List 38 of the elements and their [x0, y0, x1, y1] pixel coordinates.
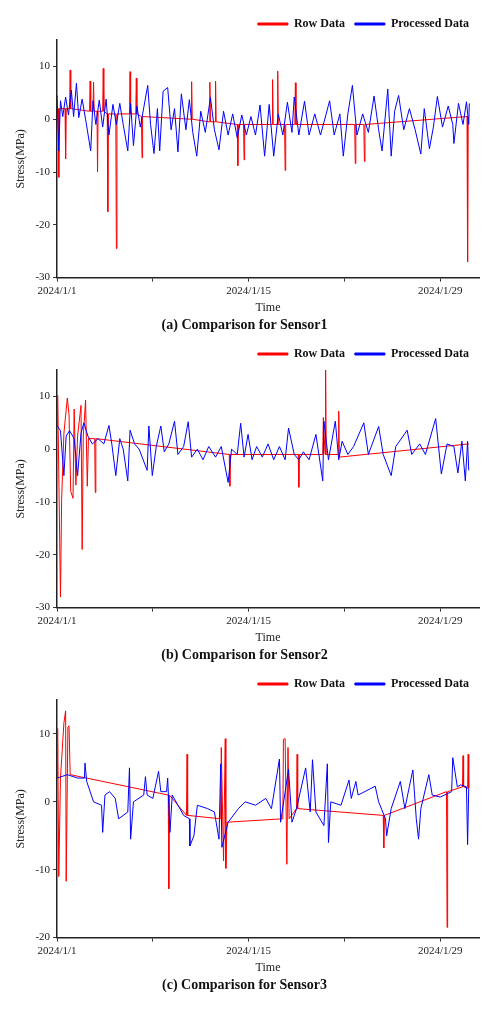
x-tick-label: 2024/1/1: [37, 284, 77, 297]
y-tick-label: -20: [35, 930, 51, 943]
legend-label: Processed Data: [390, 16, 469, 31]
x-tick-label: 2024/1/15: [226, 284, 272, 297]
y-tick-label: -20: [35, 217, 51, 230]
legend-label: Processed Data: [390, 346, 469, 361]
y-tick-label: 10: [39, 389, 51, 402]
x-axis-title: Time: [255, 630, 281, 645]
y-tick-label: -30: [35, 270, 51, 283]
legend-label: Row Data: [293, 16, 345, 31]
y-tick-label: -30: [35, 600, 51, 613]
legend-label: Row Data: [293, 676, 345, 691]
y-axis-title: Stress(MPa): [13, 789, 28, 849]
y-tick-label: 0: [44, 794, 51, 807]
y-tick-label: -10: [35, 164, 51, 177]
x-tick-label: 2024/1/15: [226, 944, 272, 957]
x-tick-label: 2024/1/29: [417, 944, 464, 957]
y-tick-label: -10: [35, 862, 51, 875]
x-axis-title: Time: [255, 300, 281, 315]
y-tick-label: -10: [35, 494, 51, 507]
legend-label: Processed Data: [390, 676, 469, 691]
y-tick-label: 10: [39, 726, 51, 739]
y-tick-label: 10: [39, 59, 51, 72]
y-tick-label: 0: [44, 112, 51, 125]
text: (c) Comparison for Sensor3: [161, 977, 328, 994]
x-axis-title: Time: [255, 960, 281, 975]
text: (a) Comparison for Sensor1: [161, 317, 328, 334]
text: (b) Comparison for Sensor2: [161, 647, 328, 664]
legend-label: Row Data: [293, 346, 345, 361]
x-tick-label: 2024/1/15: [226, 614, 272, 627]
y-axis-title: Stress(MPa): [13, 459, 28, 519]
x-tick-label: 2024/1/1: [37, 614, 77, 627]
y-tick-label: -20: [35, 547, 51, 560]
x-tick-label: 2024/1/29: [417, 614, 464, 627]
y-axis-title: Stress(MPa): [13, 129, 28, 189]
x-tick-label: 2024/1/29: [417, 284, 464, 297]
y-tick-label: 0: [44, 442, 51, 455]
x-tick-label: 2024/1/1: [37, 944, 77, 957]
